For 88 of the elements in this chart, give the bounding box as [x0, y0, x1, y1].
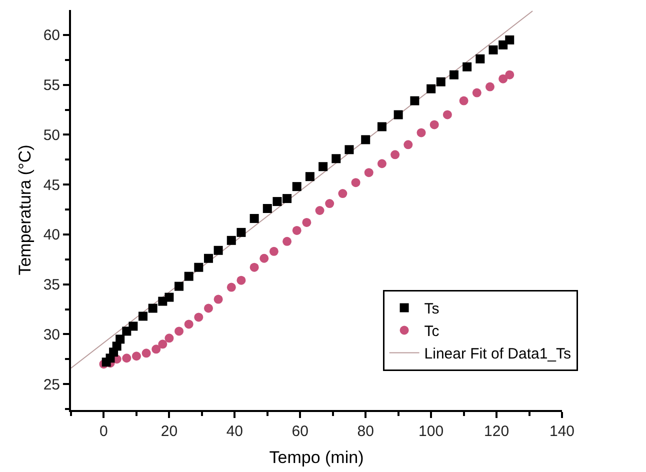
point [250, 214, 259, 223]
point [250, 262, 259, 272]
point [459, 96, 468, 106]
point [184, 320, 194, 329]
point [394, 110, 403, 120]
point [472, 88, 482, 98]
x-tick-label: 120 [484, 423, 510, 440]
legend-label: Linear Fit of Data1_Ts [424, 346, 572, 363]
legend-label: Ts [424, 300, 440, 318]
point [236, 276, 246, 285]
point [226, 236, 236, 245]
point [436, 77, 446, 86]
point [128, 322, 138, 331]
point [361, 135, 370, 144]
x-tick-label: 140 [549, 423, 575, 440]
point [302, 218, 312, 227]
point [194, 262, 204, 272]
point [315, 206, 324, 215]
point [142, 348, 151, 358]
y-tick-label: 60 [43, 27, 60, 44]
point [377, 122, 386, 132]
y-tick-label: 30 [43, 326, 60, 344]
y-tick-label: 50 [43, 126, 60, 144]
point [505, 35, 514, 44]
point [462, 62, 472, 72]
point [194, 312, 204, 322]
point [351, 178, 360, 188]
point [410, 96, 420, 106]
point [226, 282, 236, 292]
point [338, 189, 348, 198]
point [282, 194, 292, 204]
point [505, 70, 514, 80]
point [390, 150, 400, 160]
point [260, 254, 269, 263]
point [318, 162, 328, 172]
point [164, 334, 174, 343]
x-tick-label: 0 [100, 423, 108, 440]
point [214, 294, 223, 304]
point [305, 172, 314, 182]
y-tick-label: 35 [43, 276, 60, 294]
point [148, 304, 158, 313]
point [164, 292, 174, 302]
point [364, 168, 374, 178]
point [152, 344, 161, 354]
point [426, 84, 436, 94]
point [204, 254, 213, 263]
x-tick-label: 80 [357, 423, 374, 440]
point [262, 204, 272, 213]
point [442, 110, 452, 120]
point [325, 199, 334, 208]
x-tick-label: 100 [418, 423, 444, 440]
point [498, 74, 508, 84]
point [116, 334, 125, 344]
point [485, 82, 494, 92]
point [122, 354, 132, 363]
point [404, 140, 413, 150]
point [476, 54, 485, 64]
y-tick-label: 55 [43, 77, 60, 94]
y-tick-label: 45 [43, 176, 60, 194]
point [488, 45, 498, 54]
point [269, 246, 278, 256]
point [174, 326, 184, 336]
x-tick-label: 40 [226, 423, 244, 440]
point [138, 312, 148, 321]
point [416, 128, 426, 138]
point [430, 120, 439, 130]
point [132, 352, 141, 361]
point [332, 154, 341, 164]
point [282, 236, 292, 246]
point [272, 197, 282, 206]
point [344, 145, 354, 154]
point [204, 304, 213, 313]
x-tick-label: 60 [292, 423, 308, 440]
point [449, 70, 458, 80]
point [377, 159, 386, 168]
legend-label: Tc [424, 323, 440, 340]
y-tick-label: 25 [43, 376, 60, 394]
x-tick-label: 20 [160, 423, 178, 440]
point [292, 182, 302, 192]
y-axis-title: Temperatura (°C) [15, 144, 34, 276]
point [236, 228, 246, 237]
point [184, 272, 194, 281]
point [214, 246, 223, 255]
point [292, 226, 302, 235]
y-tick-label: 40 [43, 226, 60, 244]
point [174, 282, 184, 291]
x-axis-title: Tempo (min) [269, 448, 364, 467]
point [158, 340, 168, 349]
